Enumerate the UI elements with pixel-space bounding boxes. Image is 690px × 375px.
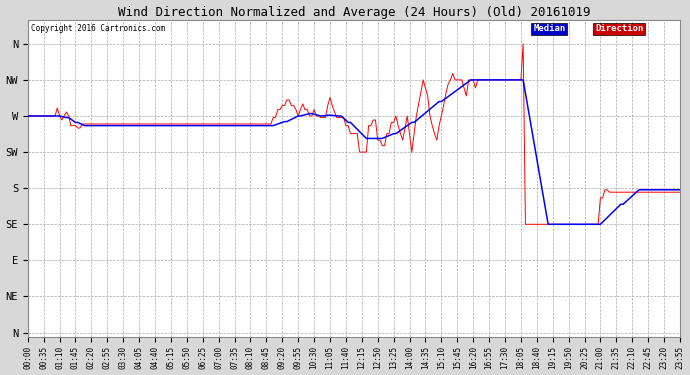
Text: Copyright 2016 Cartronics.com: Copyright 2016 Cartronics.com	[31, 24, 165, 33]
Title: Wind Direction Normalized and Average (24 Hours) (Old) 20161019: Wind Direction Normalized and Average (2…	[117, 6, 590, 18]
Text: Median: Median	[533, 24, 566, 33]
Text: Direction: Direction	[595, 24, 644, 33]
